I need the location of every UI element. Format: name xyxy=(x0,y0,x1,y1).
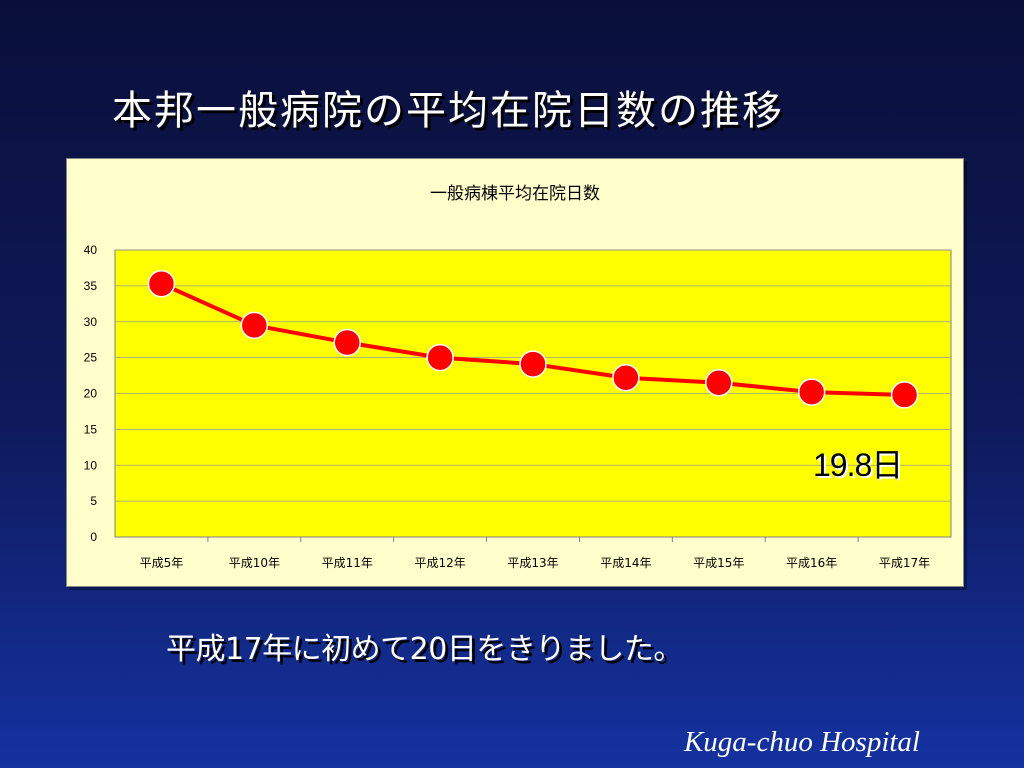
y-tick-label: 35 xyxy=(84,279,98,293)
data-point xyxy=(797,378,826,406)
data-point xyxy=(612,363,640,392)
y-tick-label: 0 xyxy=(90,530,97,544)
data-point xyxy=(147,269,176,298)
data-point xyxy=(240,311,269,340)
y-tick-label: 10 xyxy=(84,458,98,472)
data-point xyxy=(705,368,733,397)
chart-title: 一般病棟平均在院日数 xyxy=(430,184,600,204)
data-point xyxy=(426,343,454,372)
data-point xyxy=(333,328,361,357)
y-tick-label: 25 xyxy=(84,351,98,365)
x-tick-label: 平成17年 xyxy=(879,556,930,570)
y-tick-label: 5 xyxy=(90,494,97,508)
line-chart: 一般病棟平均在院日数 0 5 10 15 20 25 30 35 40 平成5年 平成10年 平成11… xyxy=(84,184,952,570)
chart-panel: 一般病棟平均在院日数 0 5 10 15 20 25 30 35 40 平成5年 平成10年 平成11… xyxy=(66,158,964,587)
value-callout: 19.8日 xyxy=(813,447,903,483)
hospital-name: Kuga-chuo Hospital xyxy=(683,726,920,758)
x-tick-label: 平成16年 xyxy=(786,556,837,570)
y-tick-label: 20 xyxy=(84,387,98,401)
y-tick-label: 30 xyxy=(84,315,98,329)
x-tick-label: 平成11年 xyxy=(322,556,373,570)
x-tick-label: 平成5年 xyxy=(140,556,184,570)
y-tick-label: 15 xyxy=(84,422,98,436)
x-tick-label: 平成14年 xyxy=(600,556,651,570)
y-tick-label: 40 xyxy=(84,243,98,257)
data-point xyxy=(519,350,547,378)
x-tick-label: 平成15年 xyxy=(693,556,744,570)
x-tick-label: 平成10年 xyxy=(229,556,280,570)
x-tick-label: 平成12年 xyxy=(414,556,465,570)
slide-title: 本邦一般病院の平均在院日数の推移 xyxy=(112,88,784,134)
slide-caption: 平成17年に初めて20日をきりました。 xyxy=(166,632,683,667)
data-point xyxy=(890,381,919,409)
x-tick-label: 平成13年 xyxy=(507,556,558,570)
